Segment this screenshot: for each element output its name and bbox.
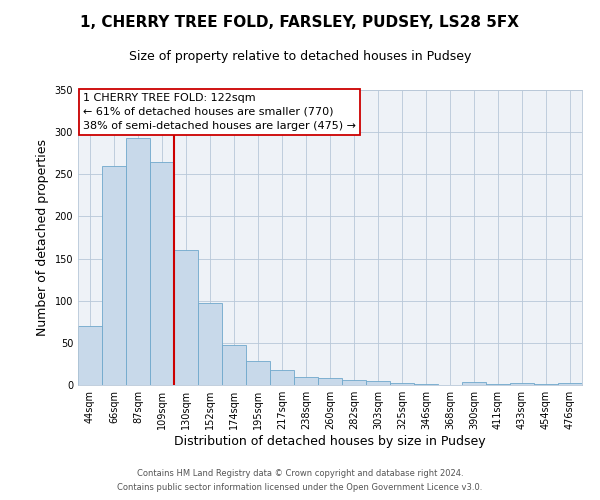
Bar (486, 384, 510, 385)
Bar (102, 166, 126, 385)
Bar (318, 378, 342, 385)
Bar (126, 138, 150, 385)
Text: Contains HM Land Registry data © Crown copyright and database right 2024.: Contains HM Land Registry data © Crown c… (137, 468, 463, 477)
Bar (534, 384, 558, 385)
Bar (270, 370, 294, 385)
Bar (510, 384, 534, 385)
Bar (150, 162, 174, 385)
Bar (198, 303, 222, 385)
X-axis label: Distribution of detached houses by size in Pudsey: Distribution of detached houses by size … (174, 435, 486, 448)
Bar (390, 384, 414, 385)
Bar (222, 344, 246, 385)
Bar (78, 326, 102, 385)
Bar (414, 384, 438, 385)
Text: 1 CHERRY TREE FOLD: 122sqm
← 61% of detached houses are smaller (770)
38% of sem: 1 CHERRY TREE FOLD: 122sqm ← 61% of deta… (83, 93, 356, 131)
Bar (558, 384, 582, 385)
Bar (246, 360, 270, 385)
Bar (366, 381, 390, 385)
Bar (294, 376, 318, 385)
Y-axis label: Number of detached properties: Number of detached properties (36, 139, 49, 336)
Text: Contains public sector information licensed under the Open Government Licence v3: Contains public sector information licen… (118, 484, 482, 492)
Text: 1, CHERRY TREE FOLD, FARSLEY, PUDSEY, LS28 5FX: 1, CHERRY TREE FOLD, FARSLEY, PUDSEY, LS… (80, 15, 520, 30)
Bar (462, 382, 486, 385)
Text: Size of property relative to detached houses in Pudsey: Size of property relative to detached ho… (129, 50, 471, 63)
Bar (174, 250, 198, 385)
Bar (342, 380, 366, 385)
